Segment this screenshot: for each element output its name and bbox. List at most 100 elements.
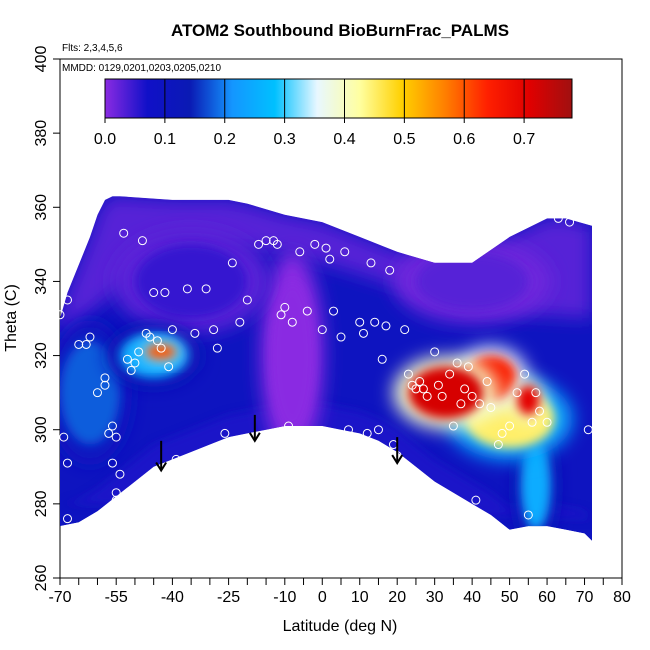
colorbar-tick-label: 0.6 [453,131,475,148]
sample-point [171,454,181,464]
sample-point [542,417,552,427]
x-tick-label: -25 [217,589,240,606]
subtitle-mmdd: MMDD: 0129,0201,0203,0205,0210 [62,63,221,74]
sample-point [370,317,380,327]
sample-point [482,377,492,387]
sample-point [362,428,372,438]
sample-point [478,514,488,524]
sample-point [62,458,72,468]
sample-point [317,325,327,335]
sample-point [126,365,136,375]
sample-point [531,388,541,398]
sample-point [122,354,132,364]
sample-point [212,343,222,353]
sample-point [358,328,368,338]
x-tick-label: 30 [426,589,444,606]
colorbar-ticks: 0.0 0.1 0.2 0.3 0.4 0.5 0.6 0.7 [94,79,535,148]
sample-points [55,213,593,535]
field-hotspot-core [269,281,315,430]
sample-point [452,358,462,368]
x-tick-label: 50 [501,589,519,606]
field-hotspot-core [415,251,529,312]
sample-point [209,325,219,335]
sample-point [381,321,391,331]
sample-point [137,236,147,246]
sample-point [325,254,335,264]
sample-point [276,310,286,320]
sample-point [111,432,121,442]
colorbar-tick-label: 0.0 [94,131,116,148]
x-tick-label: -70 [48,589,71,606]
sample-point [493,440,503,450]
colorbar-tick-label: 0.1 [154,131,176,148]
sample-point [377,354,387,364]
y-tick-label: 300 [33,416,50,443]
y-tick-label: 320 [33,342,50,369]
x-tick-label: 60 [538,589,556,606]
sample-point [92,388,102,398]
sample-point [527,417,537,427]
sample-point [242,295,252,305]
sample-point [149,288,159,298]
colorbar-tick-label: 0.4 [333,131,355,148]
sample-point [366,258,376,268]
sample-point [175,462,185,472]
sample-point [523,510,533,520]
sample-point [497,428,507,438]
field-hotspot-core [517,385,540,415]
x-tick-label: 0 [318,589,327,606]
colorbar-tick-label: 0.2 [214,131,236,148]
sample-point [190,328,200,338]
sample-point [433,380,443,390]
colorbar-tick-label: 0.5 [393,131,415,148]
sample-point [505,421,515,431]
sample-point [329,306,339,316]
sample-point [194,451,204,461]
chart-title: ATOM2 Southbound BioBurnFrac_PALMS [171,21,509,40]
sample-point [396,465,406,475]
sample-point [164,362,174,372]
x-tick-label: -40 [161,589,184,606]
sample-point [62,514,72,524]
sample-point [422,391,432,401]
sample-point [235,317,245,327]
sample-point [152,336,162,346]
sample-point [302,306,312,316]
sample-point [134,347,144,357]
sample-point [81,339,91,349]
sample-point [55,310,65,320]
sample-point [437,391,447,401]
sample-point [385,265,395,275]
sample-point [565,217,575,227]
y-tick-label: 380 [33,120,50,147]
sample-point [130,358,140,368]
sample-point [512,388,522,398]
sample-point [343,425,353,435]
sample-point [520,369,530,379]
sample-point [261,236,271,246]
arrow-head [391,454,404,465]
x-tick-label: 80 [613,589,631,606]
sample-point [284,421,294,431]
sample-point [111,495,121,505]
field-hotspot-core [134,244,248,319]
sample-point [535,406,545,416]
sample-point [100,373,110,383]
sample-point [583,425,593,435]
sample-point [411,384,421,394]
sample-point [340,247,350,257]
arrow-head [248,432,261,443]
sample-point [220,428,230,438]
sample-point [156,343,166,353]
field-group [60,196,592,541]
y-tick-label: 400 [33,46,50,73]
sample-point [403,369,413,379]
sample-point [227,258,237,268]
sample-point [167,325,177,335]
x-axis-label: Latitude (deg N) [283,618,398,635]
sample-point [59,432,69,442]
sample-point [463,362,473,372]
sample-point [107,458,117,468]
y-axis: 260 280 300 320 340 360 380 400 [33,46,60,592]
y-tick-label: 260 [33,565,50,592]
